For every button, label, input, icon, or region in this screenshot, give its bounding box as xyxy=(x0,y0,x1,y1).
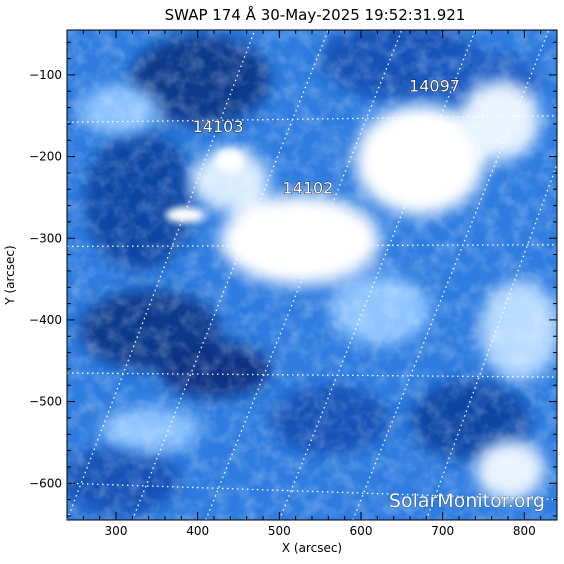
chart-title: SWAP 174 Å 30‐May‐2025 19:52:31.921 xyxy=(165,5,466,24)
x-tick-label: 500 xyxy=(268,524,291,538)
solar-image xyxy=(67,30,557,520)
active-region-label: 14103 xyxy=(193,117,244,136)
longitude-line xyxy=(131,30,329,520)
y-axis-title: Y (arcsec) xyxy=(3,245,17,305)
latitude-line xyxy=(67,372,557,378)
y-tick-label: −300 xyxy=(29,231,62,245)
longitude-line xyxy=(278,30,476,520)
longitude-line xyxy=(352,30,550,520)
heliographic-grid xyxy=(67,30,557,520)
x-tick-label: 700 xyxy=(431,524,454,538)
y-tick-label: −200 xyxy=(29,150,62,164)
active-region-label: 14097 xyxy=(409,76,460,95)
latitude-line xyxy=(67,482,557,501)
x-axis-title: X (arcsec) xyxy=(282,541,342,555)
x-tick-label: 600 xyxy=(350,524,373,538)
y-axis-ticks: −100 −200 −300 −400 −500 −600 xyxy=(29,41,557,517)
x-tick-label: 400 xyxy=(186,524,209,538)
y-tick-label: −600 xyxy=(29,476,62,490)
latitude-line xyxy=(67,244,557,248)
x-tick-label: 300 xyxy=(105,524,128,538)
x-tick-label: 800 xyxy=(513,524,536,538)
latitude-line xyxy=(67,115,557,123)
speckle-texture xyxy=(67,30,557,520)
x-axis-ticks: 300 400 500 600 700 800 xyxy=(66,30,558,538)
y-tick-label: −100 xyxy=(29,68,62,82)
y-tick-label: −500 xyxy=(29,395,62,409)
y-tick-label: −400 xyxy=(29,313,62,327)
watermark-text: SolarMonitor.org xyxy=(389,490,545,512)
active-region-label: 14102 xyxy=(282,178,333,197)
active-region-labels: 14097 14103 14102 xyxy=(192,76,460,198)
longitude-line xyxy=(205,30,403,520)
